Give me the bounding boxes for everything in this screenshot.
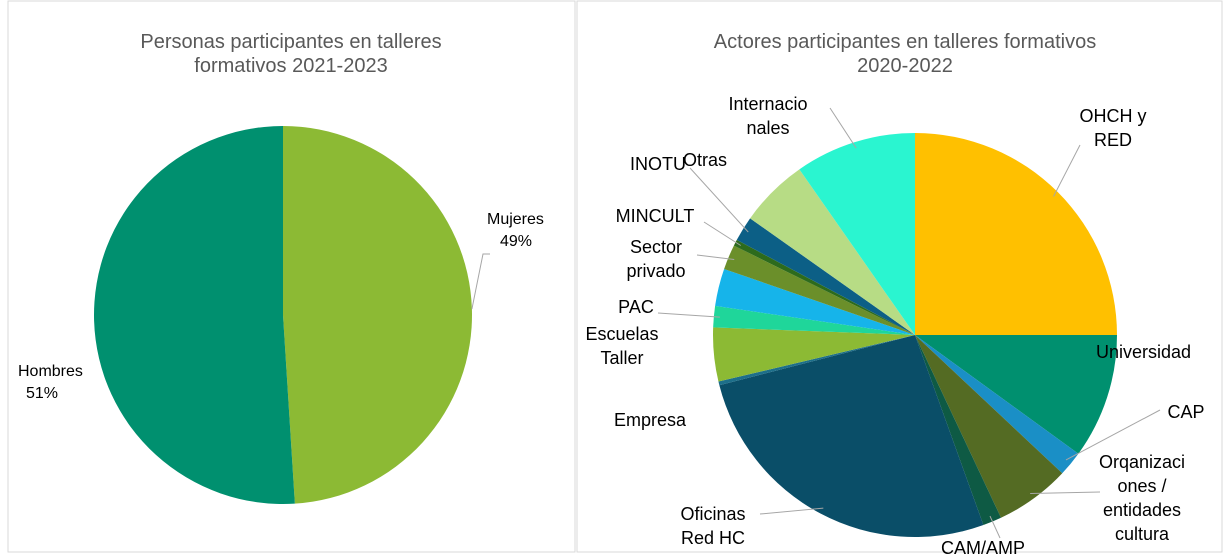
leader-line [689,167,749,233]
leader-line [696,254,735,260]
pie-slice [915,335,1117,454]
pie-slice [915,335,1079,474]
data-label: Escuelas Taller [585,324,658,368]
leader-line [1053,144,1081,197]
leader-line [1065,409,1161,461]
pie-slice [713,305,915,335]
pie-slice [93,126,295,504]
data-label: Mujeres [487,211,544,228]
pie-slice [750,169,915,335]
data-label: Empresa [614,410,687,430]
pie-slice [719,335,984,537]
data-label: Orqanizaci ones / entidades cultura [1099,452,1185,544]
data-label: Hombres [18,363,83,380]
leader-line [703,221,741,246]
chart-title: Actores participantes en talleres format… [714,31,1096,77]
leader-line [471,253,490,310]
pie-slice [724,245,915,335]
data-label: CAP [1167,402,1204,422]
leader-line [759,507,824,515]
leader-line [657,312,720,318]
data-label: Sector privado [626,237,685,281]
leader-line [989,515,1001,539]
data-label: Universidad [1096,342,1191,362]
data-label: MINCULT [616,206,695,226]
data-label: PAC [618,297,654,317]
data-label: Otras [683,150,727,170]
pie-slice [718,335,915,386]
pie-slice [736,218,915,335]
value-label: 49% [500,233,532,250]
data-label: CAM/AMP [941,538,1025,558]
pie-slice [283,126,472,504]
pie-slice [915,335,1063,518]
data-label: Internacio nales [728,94,807,138]
value-label: 51% [26,385,58,402]
pie-slice [733,239,915,335]
data-label: INOTU [630,154,686,174]
pie-slice [713,327,915,382]
pie-slice [799,133,915,335]
data-label: OHCH y RED [1080,106,1147,150]
leader-line [829,107,857,149]
data-label: Oficinas Red HC [680,504,745,548]
pie-slice [915,133,1117,335]
leader-line [1030,491,1101,495]
chart-title: Personas participantes en talleres format… [140,31,441,77]
pie-slice [915,335,1002,526]
pie-slice [715,268,915,335]
